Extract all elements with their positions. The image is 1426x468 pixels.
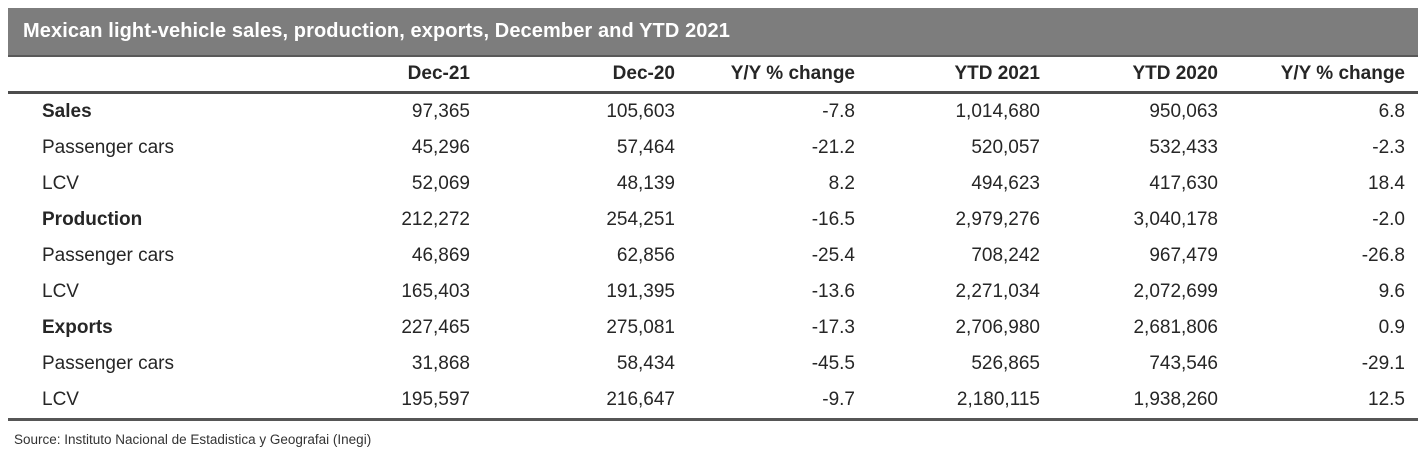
table-body: Sales 97,365 105,603 -7.8 1,014,680 950,… — [8, 94, 1418, 421]
table-row: LCV 165,403 191,395 -13.6 2,271,034 2,07… — [8, 274, 1418, 310]
row-label: Passenger cars — [42, 353, 175, 374]
cell-dec21: 227,465 — [401, 317, 470, 338]
cell-dec20: 275,081 — [606, 317, 675, 338]
cell-ytd2021: 520,057 — [971, 137, 1040, 158]
cell-dec21: 212,272 — [401, 209, 470, 230]
cell-yy-change-ytd: -2.3 — [1372, 137, 1405, 158]
cell-ytd2020: 2,072,699 — [1133, 281, 1218, 302]
row-label: LCV — [42, 173, 79, 194]
table-title: Mexican light-vehicle sales, production,… — [23, 20, 730, 42]
source-note: Source: Instituto Nacional de Estadistic… — [14, 432, 372, 447]
cell-ytd2021: 526,865 — [971, 353, 1040, 374]
cell-ytd2021: 2,979,276 — [955, 209, 1040, 230]
cell-yy-change-month: -9.7 — [822, 389, 855, 410]
cell-ytd2021: 2,180,115 — [956, 389, 1040, 410]
cell-ytd2020: 967,479 — [1149, 245, 1218, 266]
cell-dec21: 97,365 — [411, 101, 470, 122]
table-row: LCV 195,597 216,647 -9.7 2,180,115 1,938… — [8, 382, 1418, 418]
cell-dec21: 195,597 — [401, 389, 470, 410]
cell-ytd2021: 2,706,980 — [955, 317, 1040, 338]
cell-ytd2020: 950,063 — [1149, 101, 1218, 122]
cell-dec20: 58,434 — [616, 353, 675, 374]
cell-yy-change-month: -17.3 — [811, 317, 855, 338]
cell-ytd2020: 417,630 — [1149, 173, 1218, 194]
row-label: LCV — [42, 281, 79, 302]
cell-yy-change-month: -21.2 — [811, 137, 855, 158]
cell-yy-change-month: -25.4 — [811, 245, 855, 266]
cell-dec20: 48,139 — [616, 173, 675, 194]
cell-dec21: 165,403 — [401, 281, 470, 302]
cell-dec21: 52,069 — [411, 173, 470, 194]
cell-yy-change-month: -7.8 — [822, 101, 855, 122]
cell-dec21: 31,868 — [411, 353, 470, 374]
row-label: Passenger cars — [42, 137, 175, 158]
cell-yy-change-ytd: 12.5 — [1368, 389, 1405, 410]
cell-dec20: 191,395 — [606, 281, 675, 302]
table-row: Exports 227,465 275,081 -17.3 2,706,980 … — [8, 310, 1418, 346]
cell-ytd2020: 2,681,806 — [1133, 317, 1218, 338]
cell-yy-change-ytd: 0.9 — [1378, 317, 1405, 338]
cell-dec20: 105,603 — [606, 101, 675, 122]
cell-yy-change-ytd: 18.4 — [1368, 173, 1405, 194]
cell-dec21: 45,296 — [411, 137, 470, 158]
cell-dec20: 57,464 — [616, 137, 675, 158]
cell-dec20: 62,856 — [616, 245, 675, 266]
statistics-table-panel: Mexican light-vehicle sales, production,… — [8, 8, 1418, 447]
column-header-ytd2020: YTD 2020 — [1132, 63, 1218, 84]
row-label: LCV — [42, 389, 79, 410]
cell-dec21: 46,869 — [411, 245, 470, 266]
column-header-ytd2021: YTD 2021 — [954, 63, 1040, 84]
cell-yy-change-ytd: -2.0 — [1372, 209, 1405, 230]
cell-yy-change-month: -13.6 — [811, 281, 855, 302]
table-row: Production 212,272 254,251 -16.5 2,979,2… — [8, 202, 1418, 238]
table-row: Passenger cars 45,296 57,464 -21.2 520,0… — [8, 130, 1418, 166]
cell-ytd2021: 1,014,680 — [955, 101, 1040, 122]
cell-ytd2020: 532,433 — [1149, 137, 1218, 158]
cell-yy-change-ytd: 9.6 — [1378, 281, 1405, 302]
cell-ytd2021: 2,271,034 — [955, 281, 1040, 302]
column-header-dec20: Dec-20 — [612, 63, 675, 84]
column-header-dec21: Dec-21 — [407, 63, 470, 84]
cell-yy-change-month: -16.5 — [811, 209, 855, 230]
cell-dec20: 254,251 — [606, 209, 675, 230]
row-label: Production — [42, 209, 143, 230]
table-row: LCV 52,069 48,139 8.2 494,623 417,630 18… — [8, 166, 1418, 202]
cell-yy-change-month: -45.5 — [811, 353, 855, 374]
cell-ytd2020: 1,938,260 — [1133, 389, 1218, 410]
column-header-yy-change-ytd: Y/Y % change — [1280, 63, 1405, 84]
row-label: Passenger cars — [42, 245, 175, 266]
cell-dec20: 216,647 — [606, 389, 675, 410]
cell-ytd2020: 3,040,178 — [1133, 209, 1218, 230]
table-row: Passenger cars 46,869 62,856 -25.4 708,2… — [8, 238, 1418, 274]
cell-yy-change-ytd: -29.1 — [1361, 353, 1405, 374]
cell-yy-change-ytd: 6.8 — [1378, 101, 1405, 122]
cell-ytd2021: 708,242 — [971, 245, 1040, 266]
cell-ytd2021: 494,623 — [971, 173, 1040, 194]
cell-yy-change-month: 8.2 — [828, 173, 855, 194]
row-label: Exports — [42, 317, 113, 338]
row-label: Sales — [42, 101, 92, 122]
table-row: Sales 97,365 105,603 -7.8 1,014,680 950,… — [8, 94, 1418, 130]
table-title-bar: Mexican light-vehicle sales, production,… — [8, 8, 1418, 57]
cell-ytd2020: 743,546 — [1149, 353, 1218, 374]
cell-yy-change-ytd: -26.8 — [1361, 245, 1405, 266]
table-header-row: Dec-21 Dec-20 Y/Y % change YTD 2021 YTD … — [8, 57, 1418, 94]
table-row: Passenger cars 31,868 58,434 -45.5 526,8… — [8, 346, 1418, 382]
column-header-yy-change-month: Y/Y % change — [730, 63, 855, 84]
